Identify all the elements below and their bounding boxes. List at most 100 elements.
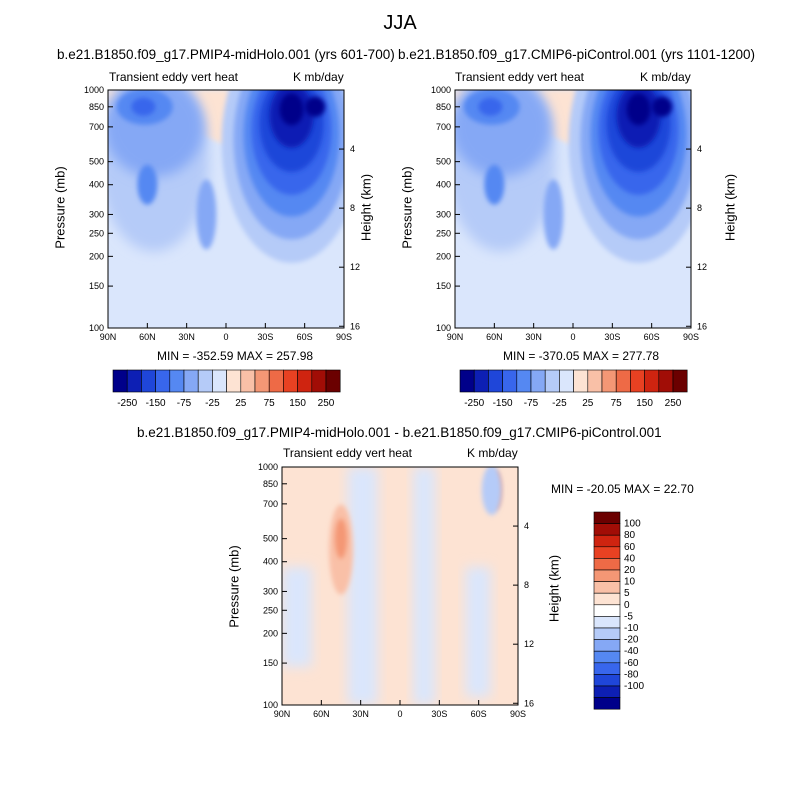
diff-blue-band-4 [282,567,312,667]
y-tick-label: 250 [89,228,104,238]
x-tick-label: 60N [486,332,503,342]
x-tick-label: 30N [352,709,369,719]
colorbar-box [672,369,688,393]
colorbar-label: -75 [524,398,539,409]
panel2-left-label: Transient eddy vert heat [455,70,584,84]
panel2-stats: MIN = -370.05 MAX = 277.78 [503,349,660,363]
sh-contour-6 [279,93,304,126]
colorbar-box [212,369,227,393]
colorbar-label: -10 [624,623,639,634]
colorbar-box [573,369,589,393]
x-tick-label: 60S [471,709,487,719]
y-tick-label: 850 [436,102,451,112]
x-tick-label: 30N [178,332,195,342]
y-tick-label: 700 [436,122,451,132]
y-right-tick-label: 16 [524,698,534,708]
x-tick-label: 0 [570,332,575,342]
colorbar-box [240,369,256,393]
page-title: JJA [383,12,417,34]
x-tick-label: 0 [397,709,402,719]
y-tick-label: 400 [263,557,278,567]
y-tick-label: 300 [89,209,104,219]
colorbar-label: -40 [624,646,639,657]
colorbar-label: -25 [205,398,220,409]
y-tick-label: 250 [436,228,451,238]
colorbar-label: -5 [624,611,633,622]
colorbar-box [593,581,621,594]
colorbar-box [559,369,574,393]
colorbar-label: 5 [624,588,630,599]
colorbar-box [593,697,621,710]
colorbar-label: 40 [624,553,636,564]
colorbar-box [593,569,621,582]
panel3-left-label: Transient eddy vert heat [283,446,412,460]
y-right-tick-label: 16 [350,321,360,331]
nh-upper-region [484,164,505,205]
diff-pos-band [507,467,518,705]
nh-upper-region [137,164,158,205]
sh-contour-6 [626,93,651,126]
colorbar-box [516,369,532,393]
colorbar-box [644,369,660,393]
diff-blue-band-1 [347,467,378,705]
panel1-stats: MIN = -352.59 MAX = 257.98 [157,349,314,363]
colorbar-box [593,592,621,606]
diff-neg-core [481,467,502,516]
colorbar-box [630,369,645,393]
colorbar-label: -250 [117,398,137,409]
colorbar-label: -20 [624,635,639,646]
x-tick-label: 60N [313,709,330,719]
plot-area-1 [108,90,344,328]
colorbar-label: 25 [235,398,247,409]
colorbar-label: -100 [624,681,644,692]
x-tick-label: 30S [431,709,447,719]
y-right-tick-label: 8 [350,203,355,213]
colorbar-box [530,369,546,393]
y-right-tick-label: 8 [697,203,702,213]
colorbar-box [593,639,621,652]
sh-core-region [652,96,673,117]
colorbar-box [169,369,185,393]
y-tick-label: 200 [263,628,278,638]
panel3-right-label: K mb/day [467,446,518,460]
y-tick-label: 1000 [84,85,104,95]
colorbar-label: 75 [611,398,623,409]
colorbar-box [593,616,621,629]
x-tick-label: 60S [297,332,313,342]
colorbar-box [141,369,156,393]
colorbar-box [658,369,674,393]
colorbar-box [593,511,621,524]
nh-core-inner [478,97,503,116]
y-right-tick-label: 12 [524,639,534,649]
y-right-tick-label: 4 [350,144,355,154]
colorbar-box [587,369,603,393]
x-tick-label: 30S [604,332,620,342]
colorbar-box [197,369,213,393]
colorbar-box [593,534,621,548]
y-tick-label: 100 [263,700,278,710]
y-tick-label: 500 [263,534,278,544]
colorbar-box [593,604,621,617]
colorbar-label: 250 [318,398,335,409]
colorbar-box [268,369,284,393]
y-right-tick-label: 12 [697,262,707,272]
y-tick-label: 850 [263,479,278,489]
y-tick-label: 400 [436,180,451,190]
plot-area-3 [282,467,518,705]
colorbar-box [593,558,621,571]
diff-blue-band-2 [413,467,436,705]
colorbar-box [112,369,128,393]
x-tick-label: 90S [510,709,526,719]
y-right-tick-label: 4 [524,521,529,531]
colorbar-label: -60 [624,658,639,669]
colorbar-label: -25 [552,398,567,409]
colorbar-box [544,369,560,393]
colorbar-box [593,650,621,664]
colorbar-box [601,369,617,393]
colorbar-box [593,627,621,640]
colorbar-box [254,369,270,393]
tropics-region [543,179,564,250]
colorbar-label: 75 [264,398,276,409]
colorbar-box [459,369,475,393]
colorbar-label: -150 [146,398,166,409]
